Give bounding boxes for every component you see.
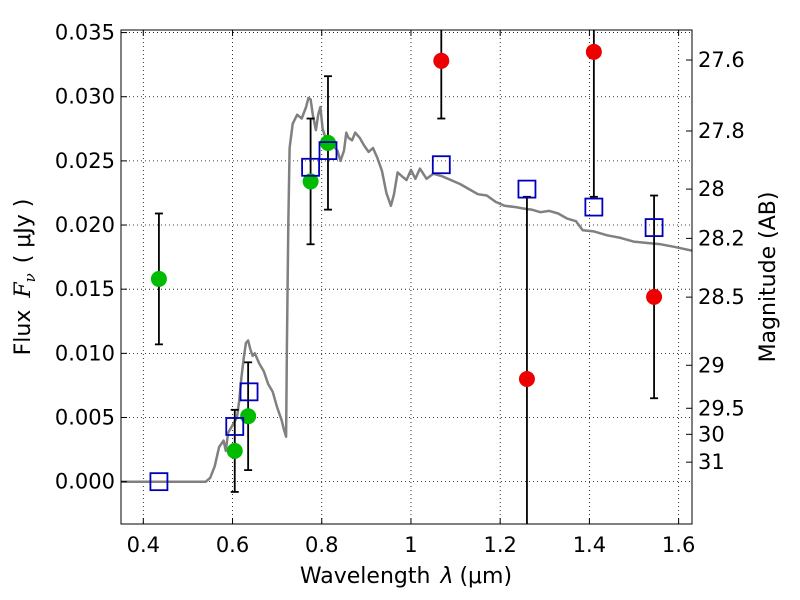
- x-tick-label: 1: [404, 533, 417, 557]
- x-tick-label: 0.6: [216, 533, 249, 557]
- y-tick-label: 0.015: [55, 277, 115, 301]
- red-point: [518, 371, 535, 388]
- x-tick-label: 1.2: [483, 533, 516, 557]
- model-square-point: [318, 141, 338, 161]
- y2-tick-label: 29: [698, 353, 725, 377]
- green-point: [150, 270, 167, 287]
- x-tick-label: 0.4: [127, 533, 160, 557]
- axis-ticks: 0.4 0.6 0.8 1 1.2 1.4 1.6 0.000 0.005 0.010 0.015 0…: [55, 21, 745, 557]
- x-tick-label: 1.4: [573, 533, 606, 557]
- model-square-point: [149, 472, 169, 492]
- y-tick-label: 0.025: [55, 149, 115, 173]
- red-point: [646, 288, 663, 305]
- x-tick-label: 0.8: [305, 533, 338, 557]
- green-point: [226, 442, 243, 459]
- data-marks: [149, 30, 664, 524]
- y2-tick-label: 28.5: [698, 285, 745, 309]
- green-point: [240, 408, 257, 425]
- y-tick-label: 0.020: [55, 213, 115, 237]
- points: [149, 43, 664, 492]
- y2-tick-label: 30: [698, 422, 725, 446]
- y2-axis-label: Magnitude (AB): [756, 192, 781, 363]
- y2-tick-label: 28: [698, 177, 725, 201]
- red-point: [585, 43, 602, 60]
- model-square-point: [431, 155, 451, 175]
- y2-tick-label: 29.5: [698, 396, 745, 420]
- y-axis-label: FluxFν( μJy ): [11, 199, 39, 356]
- model-square-point: [225, 417, 245, 436]
- model-square-point: [644, 218, 664, 238]
- y-tick-label: 0.035: [55, 21, 115, 45]
- x-tick-label: 1.6: [662, 533, 695, 557]
- model-square-point: [584, 197, 604, 217]
- model-curve-layer: [121, 96, 692, 483]
- grid: [121, 30, 692, 524]
- y-tick-label: 0.030: [55, 85, 115, 109]
- y-tick-label: 0.005: [55, 406, 115, 430]
- red-point: [433, 52, 450, 69]
- model-square-point: [239, 382, 259, 402]
- errorbars: [154, 30, 659, 524]
- model-square-point: [517, 179, 537, 199]
- y-tick-label: 0.010: [55, 341, 115, 365]
- model-sed-curve: [121, 96, 692, 483]
- x-axis-label: Wavelength λ (μm): [300, 564, 512, 589]
- y2-tick-label: 27.6: [698, 48, 745, 72]
- plot-frame: [120, 29, 693, 525]
- y2-tick-label: 27.8: [698, 119, 745, 143]
- y-tick-label: 0.000: [55, 470, 115, 494]
- y2-tick-label: 28.2: [698, 226, 745, 250]
- model-square-point: [301, 157, 320, 177]
- green-point: [302, 173, 319, 190]
- y2-tick-label: 31: [698, 450, 725, 474]
